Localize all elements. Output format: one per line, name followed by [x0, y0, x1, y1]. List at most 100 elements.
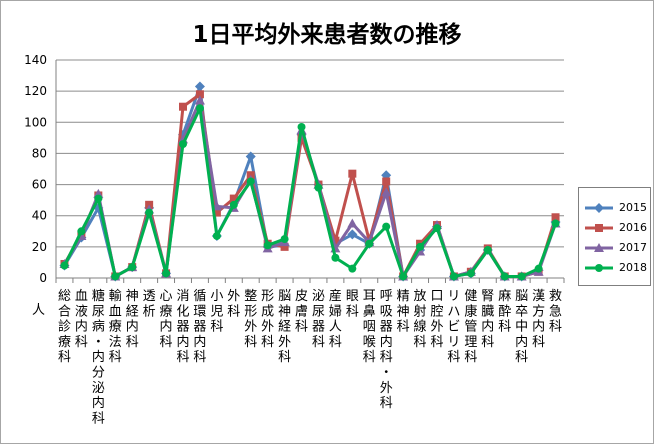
data-point-2017	[347, 218, 358, 228]
data-point-2016	[382, 177, 391, 186]
data-point-2018	[145, 208, 154, 217]
data-point-2018	[466, 269, 475, 278]
y-tick-label: 120	[24, 84, 47, 98]
legend-item-2016: 2016	[583, 220, 649, 236]
data-point-2018	[433, 224, 441, 233]
x-category-label: 糖尿病・内分泌内科	[92, 288, 105, 426]
data-point-2018	[246, 177, 255, 186]
x-category-label: 漢方内科	[532, 289, 545, 350]
x-category-label: 心療内科	[160, 289, 173, 350]
x-category-label: 透析	[143, 289, 156, 319]
x-category-label: 小児科	[210, 289, 223, 335]
data-point-2018	[263, 241, 272, 250]
legend-marker	[594, 243, 604, 252]
x-category-label: 健康管理科	[464, 289, 477, 365]
y-tick-label: 100	[24, 115, 47, 129]
data-point-2018	[365, 239, 374, 248]
data-point-2016	[331, 236, 340, 245]
y-tick-label: 20	[32, 240, 47, 254]
data-point-2018	[128, 263, 137, 272]
y-tick-label: 60	[32, 178, 47, 192]
legend-marker	[595, 264, 603, 272]
x-category-label: リハビリ科	[447, 289, 460, 365]
data-point-2015	[245, 151, 256, 162]
data-point-2016	[229, 194, 238, 203]
data-point-2018	[551, 219, 560, 228]
x-category-label: 整形外科	[244, 289, 257, 350]
x-category-label: 精神科	[397, 289, 410, 335]
data-point-2015	[194, 81, 205, 92]
legend-item-2015: 2015	[583, 200, 649, 216]
data-point-2018	[297, 122, 306, 131]
x-category-label: 皮膚科	[295, 289, 308, 335]
data-point-2018	[111, 272, 120, 281]
x-category-label: 循環器内科	[193, 289, 206, 365]
x-category-label: 神経内科	[126, 289, 139, 350]
data-point-2018	[517, 272, 526, 281]
data-point-2018	[77, 227, 86, 236]
legend-marker	[595, 224, 603, 232]
x-category-label: 眼科	[346, 289, 359, 319]
data-point-2018	[382, 222, 391, 231]
x-category-label: 脳神経外科	[278, 289, 291, 365]
legend-label: 2018	[619, 261, 647, 274]
y-axis-unit-label: 人	[32, 303, 46, 318]
legend-label: 2016	[619, 221, 647, 234]
x-category-label: 救急科	[549, 288, 562, 335]
data-point-2018	[314, 183, 323, 192]
data-point-2016	[551, 213, 560, 222]
x-category-label: 耳鼻咽喉科	[363, 289, 376, 365]
x-category-label: 泌尿器科	[312, 289, 325, 350]
data-point-2018	[449, 272, 458, 281]
data-point-2018	[331, 253, 340, 262]
series-line-2018	[63, 106, 557, 278]
x-category-label: 外科	[227, 289, 240, 319]
legend: 2015 2016 2017 2018	[578, 187, 651, 286]
data-point-2018	[195, 104, 204, 113]
y-tick-label: 0	[39, 271, 47, 285]
legend-marker	[594, 203, 604, 213]
legend-swatch	[585, 224, 613, 232]
data-point-2018	[229, 200, 238, 209]
x-category-label: 血液内科	[75, 289, 88, 350]
y-tick-label: 140	[24, 53, 47, 67]
data-point-2018	[399, 272, 408, 281]
data-point-2016	[195, 90, 204, 99]
x-category-label: 呼吸器内科・外科	[380, 289, 393, 411]
chart-title: 1日平均外来患者数の推移	[192, 22, 462, 48]
x-category-label: 腎臓内科	[481, 289, 494, 350]
x-category-label: 形成外科	[261, 289, 274, 350]
data-point-2016	[280, 242, 289, 251]
legend-label: 2017	[619, 241, 647, 254]
data-point-2018	[280, 235, 289, 244]
x-category-label: 口腔外科	[430, 289, 443, 350]
x-category-label: 総合診療科	[58, 289, 71, 365]
data-point-2018	[416, 242, 425, 251]
data-point-2017	[194, 95, 205, 105]
data-point-2018	[162, 269, 171, 278]
data-point-2018	[212, 231, 221, 240]
x-category-label: 消化器内科	[176, 289, 189, 365]
data-point-2018	[348, 264, 357, 273]
legend-item-2017: 2017	[583, 240, 649, 256]
data-point-2018	[534, 264, 543, 273]
data-point-2015	[347, 229, 358, 240]
y-tick-label: 40	[32, 209, 47, 223]
data-point-2018	[500, 272, 509, 281]
data-point-2018	[60, 261, 69, 270]
x-category-label: 放射線科	[414, 289, 427, 350]
legend-item-2018: 2018	[583, 260, 649, 276]
data-point-2016	[179, 102, 187, 111]
legend-swatch	[585, 264, 613, 272]
data-point-2016	[348, 169, 357, 178]
data-point-2017	[381, 187, 392, 197]
legend-label: 2015	[619, 201, 647, 214]
legend-swatch	[585, 203, 613, 213]
data-point-2018	[483, 245, 492, 254]
x-category-label: 輸血療法科	[109, 289, 122, 365]
x-category-label: 脳卒中内科	[515, 289, 528, 365]
legend-swatch	[585, 243, 613, 252]
data-point-2018	[94, 194, 103, 203]
